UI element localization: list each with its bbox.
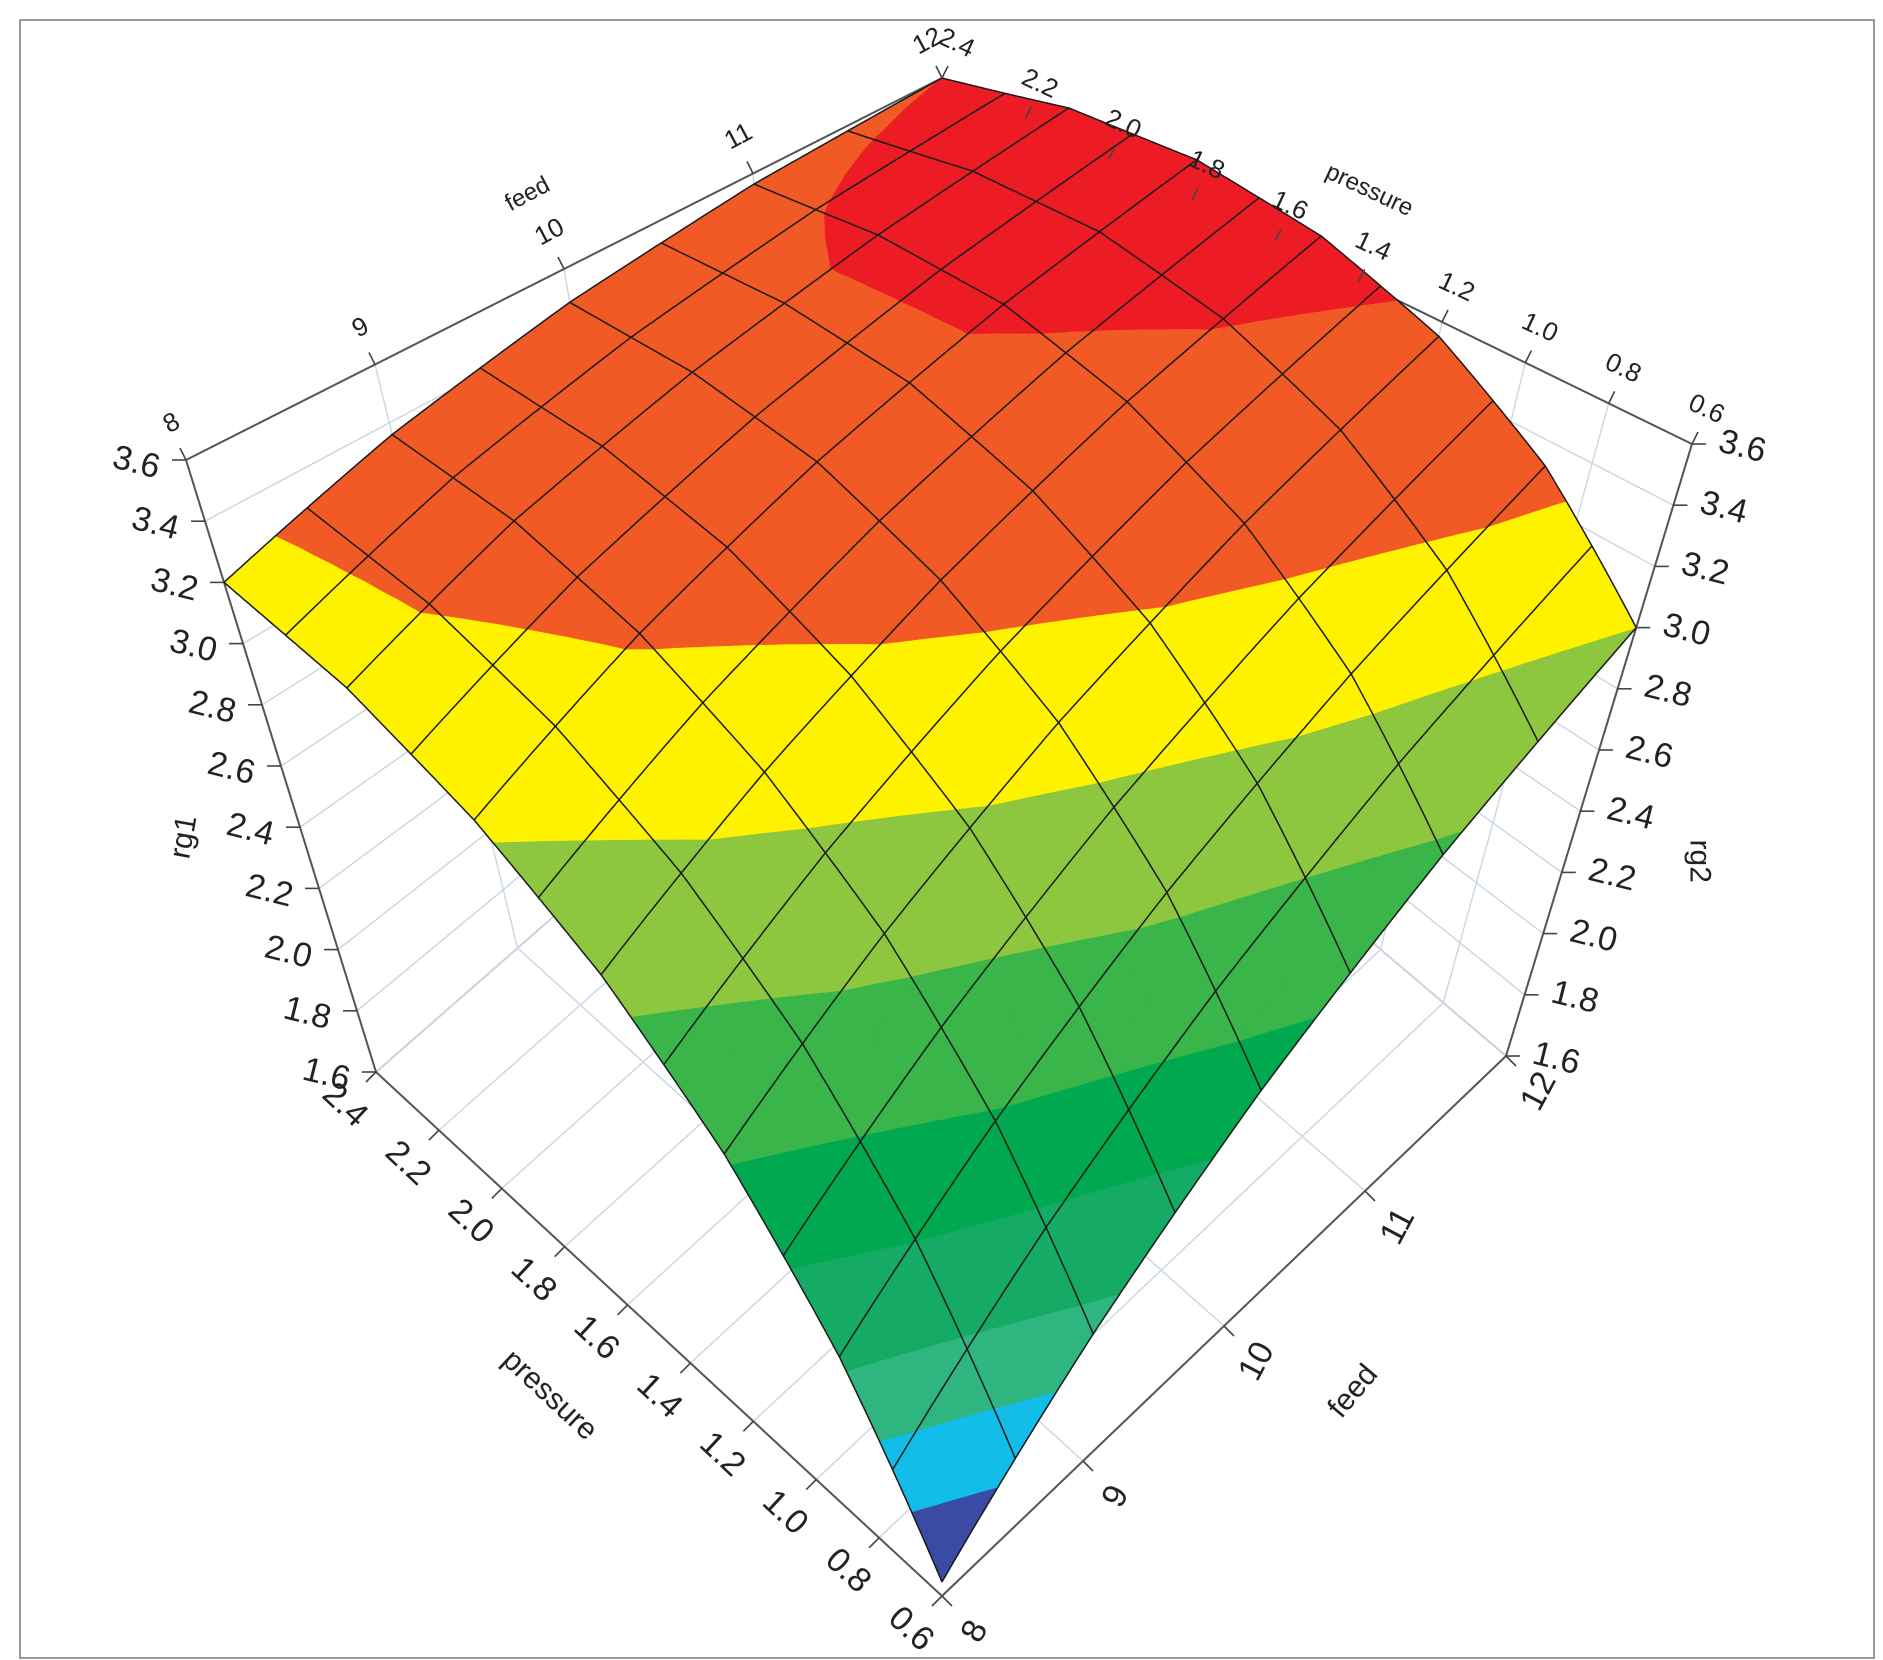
tick-mark: [931, 1595, 943, 1607]
tick-mark: [1024, 106, 1033, 120]
surface-patch: [1493, 517, 1500, 526]
tick-mark: [1357, 268, 1366, 282]
mesh-line: [941, 77, 1637, 628]
tick-mark: [368, 352, 376, 365]
mesh-line: [847, 130, 1539, 742]
tick-mark: [1191, 187, 1199, 201]
surface-patch: [950, 1464, 968, 1501]
surface-patch: [1298, 303, 1313, 315]
z2-axis-title: rg2: [1683, 840, 1716, 883]
surface-patch: [710, 623, 736, 647]
surface-patch: [949, 926, 977, 968]
tick-mark: [365, 1071, 377, 1083]
surface-patch: [870, 1297, 904, 1364]
mesh-line: [391, 433, 1094, 1335]
mesh-line: [569, 301, 1262, 1091]
surface-patch: [1340, 820, 1371, 868]
mesh-line: [753, 183, 1444, 856]
tick-mark: [1441, 309, 1449, 323]
mesh-line: [306, 507, 1016, 1459]
surface-patch: [1108, 313, 1135, 331]
tick-mark: [554, 1246, 566, 1258]
surface-patch: [927, 1408, 937, 1428]
surface-patch: [1342, 548, 1355, 564]
surface-patch: [1031, 1063, 1052, 1100]
surface-patch: [1233, 885, 1243, 901]
surface-patch: [848, 1247, 854, 1257]
surface-patch: [1190, 572, 1214, 601]
surface-patch: [532, 620, 548, 634]
tick-mark: [935, 65, 943, 79]
surface-patch: [720, 822, 734, 839]
tick-mark: [1607, 390, 1616, 404]
surface-patch: [1155, 754, 1167, 769]
surface-patch: [667, 967, 701, 1012]
box-edge: [375, 1071, 943, 1597]
surface-patch: [791, 1148, 794, 1151]
surface-patch: [1169, 1050, 1176, 1060]
tick-mark: [868, 1537, 880, 1549]
tick-mark: [1505, 1055, 1517, 1067]
tick-mark: [1691, 431, 1699, 445]
tick-mark: [805, 1478, 817, 1491]
tick-mark: [179, 447, 187, 461]
surface-patch: [1041, 603, 1061, 624]
surface-patch: [1009, 774, 1029, 802]
tick-mark: [746, 161, 754, 174]
tick-mark: [742, 1420, 754, 1432]
tick-mark: [616, 1304, 629, 1316]
surface-patch: [1022, 1341, 1053, 1401]
tick-mark: [1223, 1325, 1235, 1337]
surface-patch: [1000, 1287, 1022, 1327]
surface-patch: [1302, 728, 1307, 736]
surface-patch: [543, 810, 572, 842]
tick-mark: [1524, 350, 1533, 364]
tick-mark: [1107, 146, 1116, 160]
surface-patch: [918, 1424, 955, 1510]
tick-mark: [557, 256, 565, 270]
surface-patch: [948, 1179, 977, 1233]
surface-patch: [1273, 982, 1302, 1031]
tick-mark: [941, 65, 949, 79]
surface-patch: [892, 627, 907, 643]
tick-mark: [1274, 228, 1283, 242]
tick-mark: [1364, 1190, 1376, 1202]
tick-mark: [679, 1362, 692, 1374]
surface-patch: [865, 801, 881, 821]
surface-patch: [1082, 1168, 1098, 1195]
surface-patch: [1562, 642, 1569, 652]
surface-patch: [1413, 665, 1437, 700]
tick-mark: [491, 1187, 503, 1200]
tick-mark: [941, 1595, 953, 1607]
surface-patch: [1090, 905, 1114, 938]
tick-mark: [1082, 1460, 1094, 1472]
mesh-line: [479, 367, 1176, 1213]
surface-patch: [894, 1084, 923, 1129]
tick-mark: [428, 1129, 440, 1141]
mesh-line: [223, 581, 943, 1583]
mesh-line: [661, 242, 1351, 974]
z-axis-title: rg1: [163, 813, 203, 861]
